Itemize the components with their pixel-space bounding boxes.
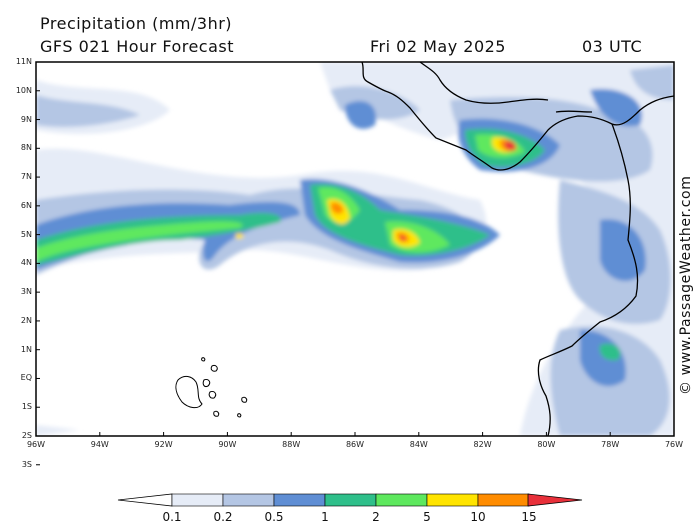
scale-label: 1 — [321, 510, 329, 524]
scale-label: 0.1 — [162, 510, 182, 524]
lat-label: 7N — [20, 172, 32, 182]
lat-label: 1N — [20, 344, 32, 354]
lon-label: 84W — [409, 440, 428, 449]
precip-extreme-layer — [400, 141, 516, 241]
lon-label: 96W — [26, 440, 46, 449]
scale-swatch — [222, 493, 275, 507]
scale-label: 15 — [521, 510, 537, 524]
galapagos-islands — [175, 357, 248, 418]
lat-label: 2N — [20, 315, 32, 325]
scale-label: 2 — [372, 510, 380, 524]
lat-label: 2S — [21, 431, 32, 440]
lat-label: 3N — [20, 287, 32, 297]
scale-swatch — [273, 493, 326, 507]
forecast-time: 03 UTC — [582, 37, 643, 56]
axis-ticks — [35, 61, 675, 466]
lat-label: EQ — [20, 373, 32, 383]
scale-swatch — [375, 493, 428, 507]
scale-swatch — [426, 493, 479, 507]
lon-label: 88W — [282, 440, 301, 449]
lat-label: 6N — [20, 200, 32, 210]
scale-label: 0.2 — [213, 510, 233, 524]
scale-label: 5 — [423, 510, 431, 524]
lat-label: 3S — [21, 459, 32, 469]
scale-swatch — [324, 493, 377, 507]
lat-label: 10N — [15, 85, 32, 95]
lon-label: 92W — [154, 440, 173, 449]
watermark: © www.PassageWeather.com — [678, 175, 694, 395]
lat-label: 11N — [15, 57, 32, 66]
precipitation-scale — [117, 493, 583, 507]
scale-arrow-min — [117, 493, 173, 507]
lat-label: 5N — [20, 229, 32, 239]
scale-label: 0.5 — [264, 510, 284, 524]
coastline — [361, 61, 675, 437]
forecast-label: GFS 021 Hour Forecast — [40, 37, 235, 56]
scale-swatch — [477, 493, 530, 507]
lat-label: 4N — [20, 258, 32, 268]
lon-label: 86W — [345, 440, 365, 449]
lon-label: 80W — [537, 440, 556, 449]
scale-swatch — [171, 493, 224, 507]
lon-label: 78W — [601, 440, 620, 449]
lon-label: 94W — [90, 440, 109, 449]
lon-label: 82W — [473, 440, 492, 449]
forecast-date: Fri 02 May 2025 — [370, 37, 506, 56]
lon-label: 90W — [218, 440, 237, 449]
scale-label: 10 — [470, 510, 486, 524]
lat-label: 9N — [20, 114, 32, 124]
lat-label: 8N — [20, 143, 32, 153]
lat-label: 1S — [21, 402, 32, 412]
map-title: Precipitation (mm/3hr) — [40, 14, 233, 33]
lon-label: 76W — [664, 440, 684, 449]
scale-arrow-max — [527, 493, 583, 507]
